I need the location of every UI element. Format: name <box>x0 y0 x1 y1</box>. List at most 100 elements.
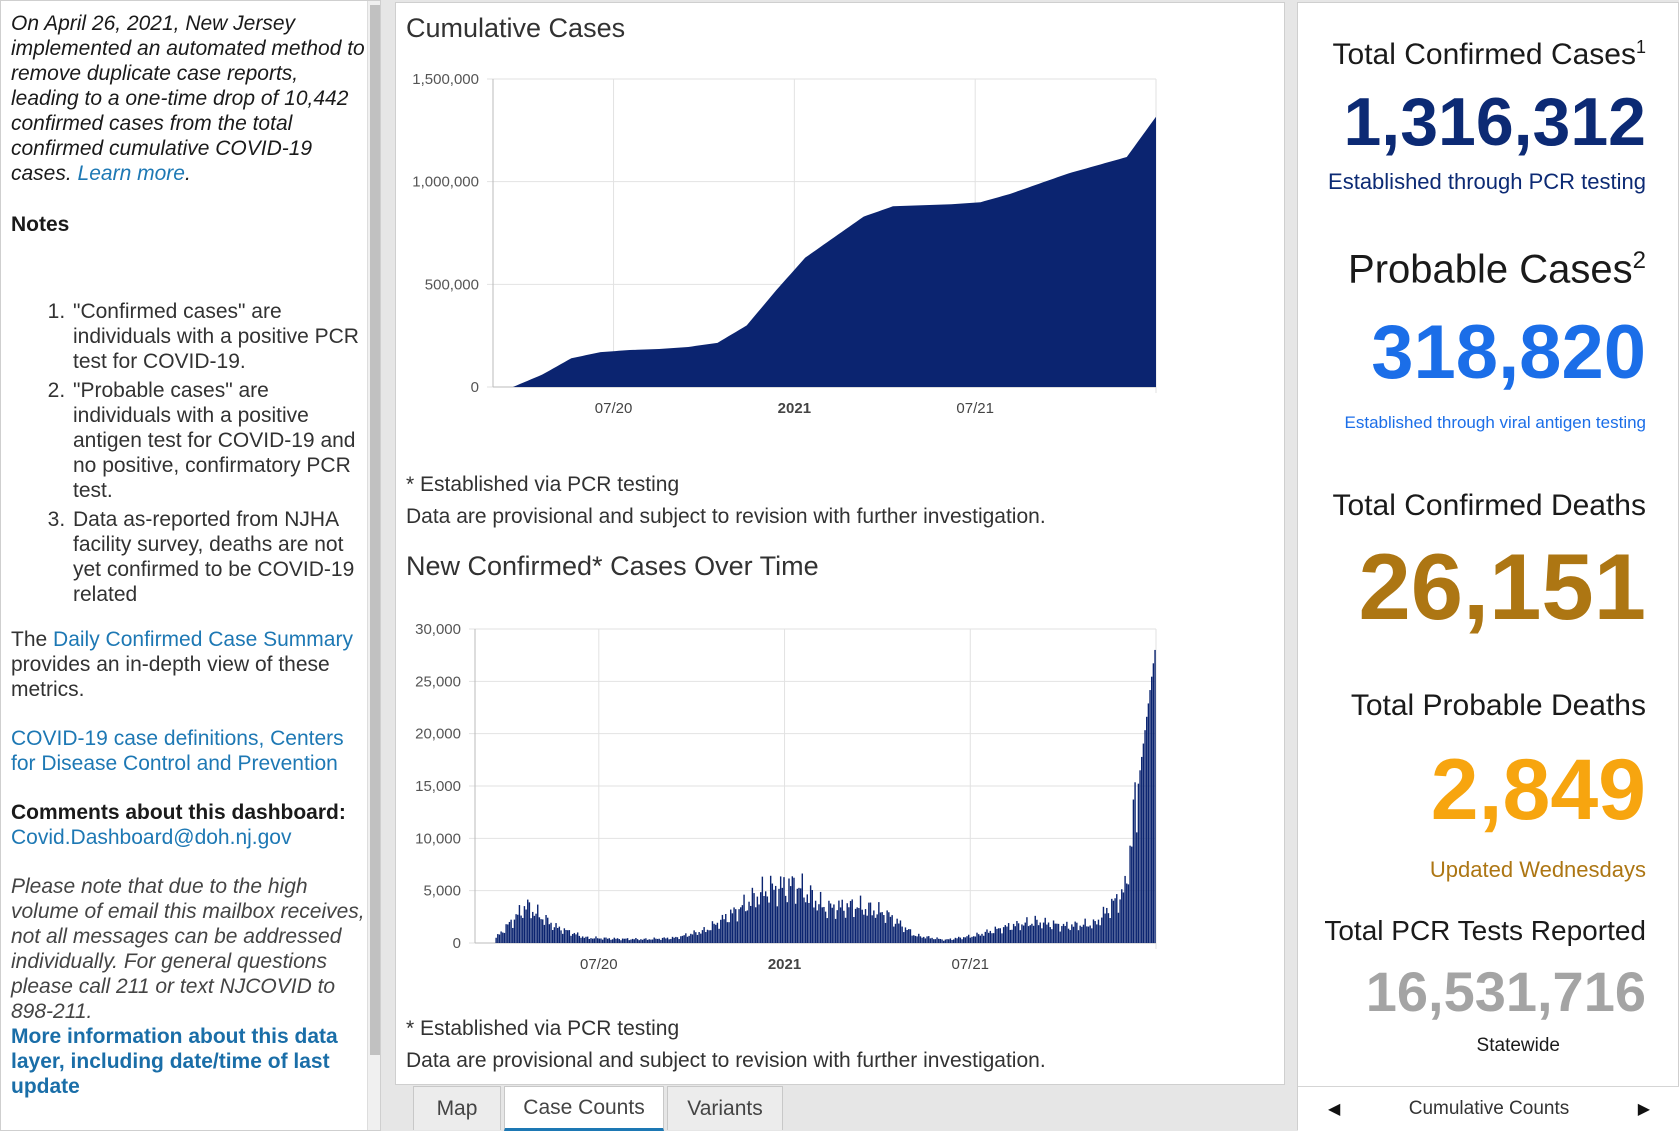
daily-bar <box>831 907 833 943</box>
daily-summary-link[interactable]: Daily Confirmed Case Summary <box>53 628 353 651</box>
cdc-paragraph: COVID-19 case definitions, Centers for D… <box>11 726 366 776</box>
daily-bar <box>585 936 587 943</box>
daily-bar <box>611 939 614 943</box>
left-scrollbar-thumb[interactable] <box>370 5 380 1055</box>
daily-bar <box>735 909 737 943</box>
daily-bar <box>923 936 925 943</box>
daily-bar <box>943 940 945 943</box>
daily-bar <box>581 936 584 943</box>
daily-bar <box>931 937 933 943</box>
daily-bar <box>981 933 983 943</box>
daily-bar <box>750 905 752 943</box>
daily-bar <box>994 926 997 943</box>
learn-more-link[interactable]: Learn more <box>77 162 185 185</box>
daily-bar <box>966 936 968 943</box>
daily-bar <box>566 930 569 943</box>
cumulative-cases-chart[interactable]: 0 500,000 1,000,000 1,500,000 07/20 2021 07/21 <box>396 53 1284 453</box>
daily-bar <box>1027 926 1030 943</box>
daily-bar <box>1112 900 1115 943</box>
daily-bar <box>556 927 559 943</box>
daily-bar <box>969 937 972 943</box>
daily-bar <box>798 887 800 943</box>
daily-bar <box>756 896 759 943</box>
daily-bar <box>686 936 689 943</box>
probable-cases-label: Probable Cases2 <box>1348 247 1646 292</box>
y-tick-label: 500,000 <box>425 276 479 293</box>
daily-bar <box>705 932 707 943</box>
daily-bar <box>655 938 657 943</box>
email-link[interactable]: Covid.Dashboard@doh.nj.gov <box>11 826 292 849</box>
daily-bar <box>628 940 630 943</box>
daily-bar <box>540 919 542 943</box>
previous-arrow-icon[interactable]: ◀ <box>1328 1101 1341 1118</box>
daily-bar <box>846 903 848 943</box>
tab-variants[interactable]: Variants <box>667 1086 783 1130</box>
daily-bar <box>666 937 669 943</box>
daily-bar <box>1119 899 1121 943</box>
daily-bar <box>841 899 843 943</box>
daily-bar <box>859 895 862 943</box>
daily-bar <box>769 875 772 943</box>
daily-bar <box>533 915 536 943</box>
daily-bar <box>771 883 774 943</box>
x-tick-label: 2021 <box>768 956 801 973</box>
new-cases-chart[interactable]: 0 5,000 10,000 15,000 20,000 25,000 30,000 07/2… <box>396 601 1284 991</box>
daily-bar <box>858 908 860 943</box>
daily-bar <box>552 930 554 943</box>
daily-bar <box>871 915 873 943</box>
tab-case-counts[interactable]: Case Counts <box>504 1086 664 1131</box>
more-info-link[interactable]: More information about this data layer, … <box>11 1025 338 1098</box>
confirmed-deaths-value: 26,151 <box>1358 534 1646 639</box>
daily-bar <box>621 938 624 943</box>
daily-bar <box>728 922 730 943</box>
daily-bar <box>626 938 629 943</box>
confirmed-footnote-mark: 1 <box>1635 37 1646 57</box>
y-tick-label: 25,000 <box>415 673 461 690</box>
daily-bar <box>532 911 534 943</box>
more-info-paragraph: More information about this data layer, … <box>11 1024 366 1099</box>
daily-bar <box>711 921 714 943</box>
daily-bar <box>933 939 935 943</box>
y-tick-label: 1,000,000 <box>412 174 479 191</box>
daily-bar <box>796 888 799 943</box>
daily-bar <box>550 922 552 943</box>
daily-bar <box>987 932 990 943</box>
next-arrow-icon[interactable]: ▶ <box>1637 1101 1650 1118</box>
daily-bar <box>630 939 632 943</box>
daily-bar <box>1139 770 1141 943</box>
daily-bar <box>1116 894 1118 943</box>
daily-bar <box>573 932 576 943</box>
daily-bar <box>982 935 985 943</box>
daily-bar <box>971 936 973 943</box>
tab-map[interactable]: Map <box>413 1086 501 1130</box>
daily-bar <box>991 933 993 943</box>
probable-deaths-value: 2,849 <box>1430 742 1646 838</box>
daily-bar <box>1026 917 1028 943</box>
daily-bar <box>560 930 562 943</box>
daily-bar <box>568 930 571 943</box>
note-item-2: "Probable cases" are individuals with a … <box>71 378 366 503</box>
daily-bar <box>833 904 835 943</box>
daily-bar <box>914 935 917 943</box>
daily-bar <box>763 895 765 943</box>
daily-bar <box>538 917 541 943</box>
daily-bar <box>904 927 907 943</box>
daily-bar <box>794 903 797 943</box>
daily-bar <box>898 923 900 943</box>
comments-paragraph: Comments about this dashboard: Covid.Das… <box>11 800 366 850</box>
daily-bar <box>1012 923 1015 943</box>
daily-bar <box>984 931 987 943</box>
daily-bar <box>502 932 504 943</box>
daily-bar <box>535 913 537 943</box>
daily-bar <box>808 902 810 943</box>
intro-text: On April 26, 2021, New Jersey implemente… <box>11 12 365 185</box>
daily-bar <box>565 930 567 943</box>
daily-bar <box>938 938 940 943</box>
daily-bar <box>1109 918 1111 943</box>
cdc-definitions-link[interactable]: COVID-19 case definitions, Centers for D… <box>11 727 344 775</box>
daily-bar <box>675 936 677 943</box>
left-scrollbar[interactable] <box>367 1 380 1130</box>
new-cases-caveat: Data are provisional and subject to revi… <box>406 1049 1046 1072</box>
cumulative-caveat: Data are provisional and subject to revi… <box>406 505 1046 528</box>
daily-bar <box>508 921 511 943</box>
